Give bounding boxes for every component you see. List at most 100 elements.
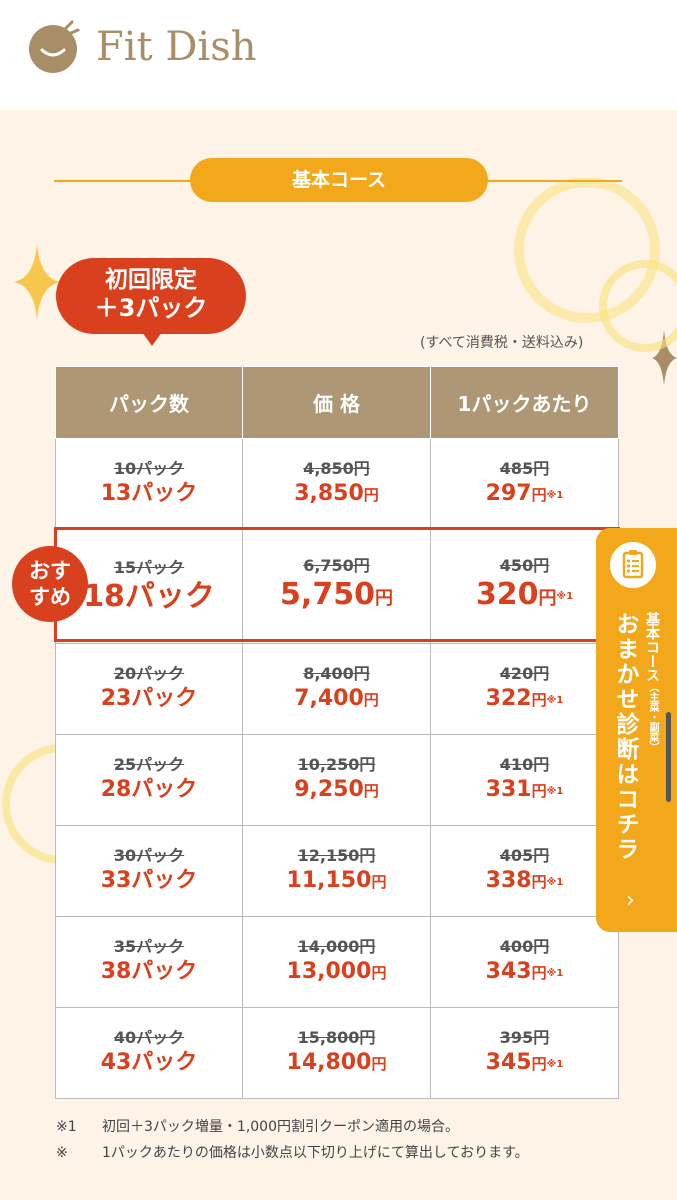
yen-unit: 円	[363, 690, 379, 709]
footnote-ref: ※1	[546, 876, 564, 888]
footnote-ref: ※1	[546, 1058, 564, 1070]
bonus-pack-count: 28パック	[100, 777, 198, 802]
site-header: Fit Dish	[0, 0, 677, 110]
diagnosis-side-tab[interactable]: 基本コース（主菜・副菜） おまかせ診断はコチラ ›	[596, 528, 677, 932]
table-row: 35パック 38パック 14,000円 13,000円 400円 343円※1	[55, 916, 619, 1008]
yen-unit: 円	[531, 872, 547, 891]
discounted-unit-price: 322円※1	[431, 684, 618, 715]
recommend-line-1: おす	[29, 559, 71, 583]
table-row: 40パック 43パック 15,800円 14,800円 395円 345円※1	[55, 1007, 619, 1099]
original-pack-count: 30パック	[113, 846, 185, 865]
promo-line-1: 初回限定	[105, 267, 197, 293]
promo-line-2: ＋3パック	[94, 294, 208, 322]
side-tab-course: 基本コース	[644, 612, 660, 682]
per-pack-cell: 395円 345円※1	[430, 1007, 619, 1099]
footnote-2: ※ 1パックあたりの価格は小数点以下切り上げにて算出しております。	[56, 1142, 529, 1162]
bonus-pack-count: 23パック	[100, 686, 198, 711]
unit-price-value: 345	[485, 1049, 532, 1075]
promo-badge-tail	[142, 332, 162, 346]
yen-unit: 円	[531, 781, 547, 800]
glow-ring-decoration	[2, 744, 60, 864]
divider-line	[488, 180, 622, 182]
diagnosis-tab-label: 基本コース（主菜・副菜）	[642, 612, 662, 752]
brand-name[interactable]: Fit Dish	[96, 24, 257, 70]
yen-unit: 円	[531, 485, 547, 504]
yen-unit: 円	[363, 485, 379, 504]
footnote-ref: ※1	[556, 590, 574, 602]
discounted-unit-price: 343円※1	[431, 957, 618, 988]
original-unit-price: 410円	[499, 754, 550, 774]
discounted-unit-price: 331円※1	[431, 775, 618, 806]
table-row: 20パック 23パック 8,400円 7,400円 420円 322円※1	[55, 643, 619, 735]
price-value: 3,850	[294, 480, 364, 506]
per-pack-cell: 410円 331円※1	[430, 734, 619, 826]
pack-count-cell: 10パック 13パック	[55, 438, 243, 530]
pack-count-cell: 20パック 23パック	[55, 643, 243, 735]
bonus-pack-count: 18パック	[83, 578, 215, 614]
recommend-line-2: すめ	[29, 585, 71, 609]
per-pack-cell: 400円 343円※1	[430, 916, 619, 1008]
table-row: 15パック 18パック 6,750円 5,750円 450円 320円※1	[55, 529, 619, 644]
original-price: 4,850円	[303, 458, 370, 478]
chevron-right-icon: ›	[626, 888, 635, 913]
yen-unit: 円	[371, 1054, 387, 1073]
footnote-mark: ※1	[56, 1119, 77, 1135]
scrollbar-thumb[interactable]	[666, 712, 671, 802]
original-price: 15,800円	[297, 1027, 376, 1047]
table-row: 10パック 13パック 4,850円 3,850円 485円 297円※1	[55, 438, 619, 530]
discounted-price: 14,800円	[243, 1048, 430, 1079]
original-pack-count: 10パック	[113, 459, 185, 478]
discounted-price: 7,400円	[243, 684, 430, 715]
discounted-price: 13,000円	[243, 957, 430, 988]
per-pack-cell: 450円 320円※1	[430, 529, 619, 644]
original-pack-count: 15パック	[113, 557, 185, 577]
original-price: 8,400円	[303, 663, 370, 683]
original-price: 10,250円	[297, 754, 376, 774]
original-pack-count: 25パック	[113, 755, 185, 774]
discounted-unit-price: 297円※1	[431, 479, 618, 510]
table-header-row: パック数 価 格 1パックあたり	[55, 366, 619, 439]
bonus-pack-count: 38パック	[100, 959, 198, 984]
diagnosis-tab-title: おまかせ診断はコチラ	[608, 612, 642, 862]
yen-unit: 円	[531, 963, 547, 982]
footnote-ref: ※1	[546, 489, 564, 501]
price-cell: 4,850円 3,850円	[242, 438, 431, 530]
footnote-ref: ※1	[546, 967, 564, 979]
bonus-pack-count: 43パック	[100, 1050, 198, 1075]
table-row: 30パック 33パック 12,150円 11,150円 405円 338円※1	[55, 825, 619, 917]
footnote-1: ※1 初回＋3パック増量・1,000円割引クーポン適用の場合。	[56, 1116, 459, 1136]
discounted-price: 9,250円	[243, 775, 430, 806]
price-cell: 6,750円 5,750円	[242, 529, 431, 644]
original-unit-price: 395円	[499, 1027, 550, 1047]
original-price: 6,750円	[303, 555, 370, 575]
first-time-promo-badge: 初回限定 ＋3パック	[56, 258, 246, 334]
price-value: 11,150	[286, 867, 372, 893]
original-unit-price: 405円	[499, 845, 550, 865]
bonus-pack-count: 33パック	[100, 868, 198, 893]
original-price: 12,150円	[297, 845, 376, 865]
header-pack-count: パック数	[55, 366, 243, 439]
original-pack-count: 20パック	[113, 664, 185, 683]
divider-line	[54, 180, 190, 182]
price-value: 9,250	[294, 776, 364, 802]
recommended-badge: おす すめ	[12, 546, 88, 622]
side-tab-sub: （主菜・副菜）	[647, 682, 658, 752]
yen-unit: 円	[531, 1054, 547, 1073]
footnote-ref: ※1	[546, 785, 564, 797]
footnote-text: 1パックあたりの価格は小数点以下切り上げにて算出しております。	[102, 1145, 529, 1161]
yen-unit: 円	[531, 690, 547, 709]
per-pack-cell: 420円 322円※1	[430, 643, 619, 735]
yen-unit: 円	[538, 587, 557, 609]
discounted-price: 5,750円	[243, 576, 430, 618]
price-value: 14,800	[286, 1049, 372, 1075]
price-cell: 12,150円 11,150円	[242, 825, 431, 917]
smiling-face-logo-icon[interactable]	[26, 20, 82, 74]
footnote-mark: ※	[56, 1145, 68, 1161]
sparkle-icon	[652, 330, 677, 386]
yen-unit: 円	[371, 963, 387, 982]
price-cell: 8,400円 7,400円	[242, 643, 431, 735]
unit-price-value: 331	[485, 776, 532, 802]
unit-price-value: 297	[485, 480, 532, 506]
per-pack-cell: 405円 338円※1	[430, 825, 619, 917]
price-cell: 15,800円 14,800円	[242, 1007, 431, 1099]
